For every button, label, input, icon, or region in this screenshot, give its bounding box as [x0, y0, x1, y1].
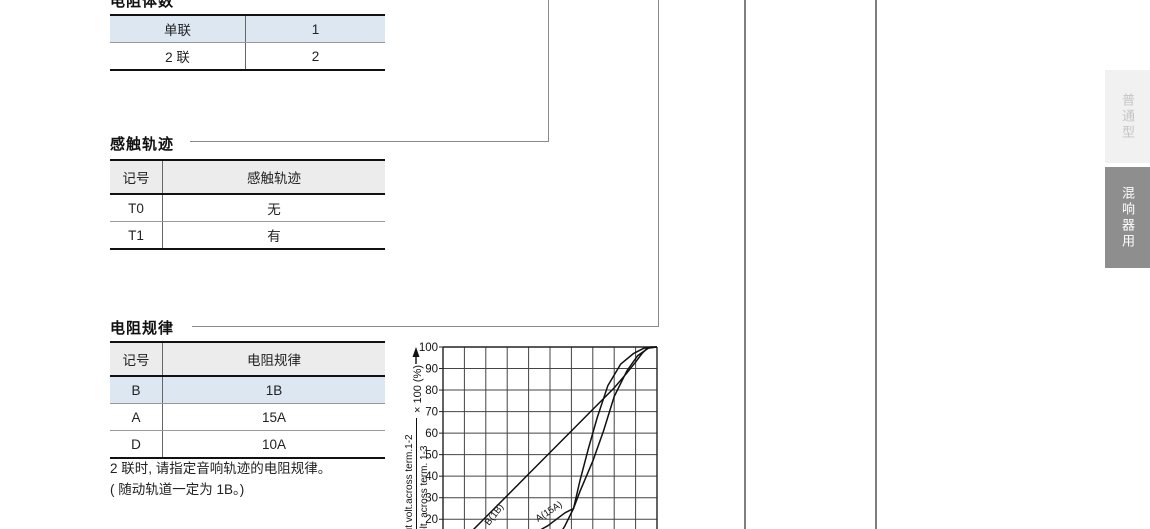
taper-curve: [562, 346, 658, 529]
curve-label: A(15A): [534, 499, 565, 524]
table-cell-code: A: [110, 404, 163, 430]
side-tab-reverb-use[interactable]: 混响器用: [1105, 167, 1150, 268]
y-tick-label: 20: [425, 514, 438, 526]
table-row: T1 有: [110, 222, 385, 248]
table-row: D 10A: [110, 431, 385, 457]
table-cell-code: T1: [110, 222, 163, 248]
y-axis-arrow-head: [412, 347, 420, 357]
table-cell-value: 2: [311, 48, 320, 64]
table-row: 2 联 2: [110, 43, 385, 69]
table-header-row: 记号 电阻规律: [110, 343, 385, 377]
table-cell-value: 无: [267, 202, 281, 217]
table-cell-value: 10A: [261, 436, 287, 452]
table-row: 单联 1: [110, 16, 385, 43]
column-header: 感触轨迹: [247, 171, 301, 186]
y-axis-label-numerator: Output volt.across term.1-2: [404, 434, 415, 529]
table-row: A 15A: [110, 404, 385, 431]
touch-track-table: 记号 感触轨迹 T0 无 T1 有: [110, 159, 385, 250]
y-tick-label: 40: [425, 471, 438, 483]
heading-rule: [192, 326, 658, 327]
section-heading-touch-track: 感触轨迹: [110, 136, 175, 153]
taper-note-line: ( 随动轨道一定为 1B。): [110, 482, 245, 497]
leader-line: [875, 0, 877, 529]
table-cell-code: B: [110, 377, 163, 403]
table-cell-value: 1: [311, 21, 320, 37]
y-tick-label: 60: [425, 428, 438, 440]
table-cell-label: 单联: [110, 16, 246, 42]
y-tick-label: 80: [425, 385, 438, 397]
y-tick-label: 90: [425, 364, 438, 376]
y-tick-label: 100: [419, 342, 438, 354]
table-cell-value: 1B: [265, 382, 283, 398]
taper-note: 2 联时, 请指定音响轨迹的电阻规律。 ( 随动轨道一定为 1B。): [110, 458, 331, 500]
table-row: B 1B: [110, 377, 385, 404]
table-cell-value: 有: [267, 229, 281, 244]
section-heading-resistance-taper: 电阻规律: [110, 320, 175, 337]
taper-note-line: 2 联时, 请指定音响轨迹的电阻规律。: [110, 461, 332, 476]
resistance-taper-table: 记号 电阻规律 B 1B A 15A D 10A: [110, 341, 385, 459]
y-tick-label: 30: [425, 493, 438, 505]
table-row: T0 无: [110, 195, 385, 222]
heading-rule: [190, 141, 548, 142]
resistor-elements-table: 单联 1 2 联 2: [110, 14, 385, 71]
leader-line: [744, 0, 746, 529]
taper-chart: 100 90 80 70 60 50 40 30 20 × 100 (%) Output volt.…: [404, 342, 658, 529]
y-axis-label-denominator: Volt. across term. 1-3: [419, 445, 430, 529]
y-tick-label: 70: [425, 407, 438, 419]
table-cell-value: 15A: [261, 409, 287, 425]
y-tick-label: 50: [425, 450, 438, 462]
leader-line: [658, 0, 659, 327]
column-header: 记号: [110, 161, 163, 193]
y-axis-label-suffix: × 100 (%): [412, 365, 424, 413]
column-header: 记号: [110, 343, 163, 375]
table-header-row: 记号 感触轨迹: [110, 161, 385, 195]
leader-line: [548, 0, 549, 142]
section-heading-resistor-elements: 电阻体数: [110, 0, 175, 10]
side-tab-normal-type[interactable]: 普通型: [1105, 70, 1150, 163]
table-cell-code: D: [110, 431, 163, 457]
taper-curve: [540, 346, 658, 529]
table-cell-code: T0: [110, 195, 163, 221]
column-header: 电阻规律: [247, 353, 301, 368]
table-cell-label: 2 联: [110, 43, 246, 69]
